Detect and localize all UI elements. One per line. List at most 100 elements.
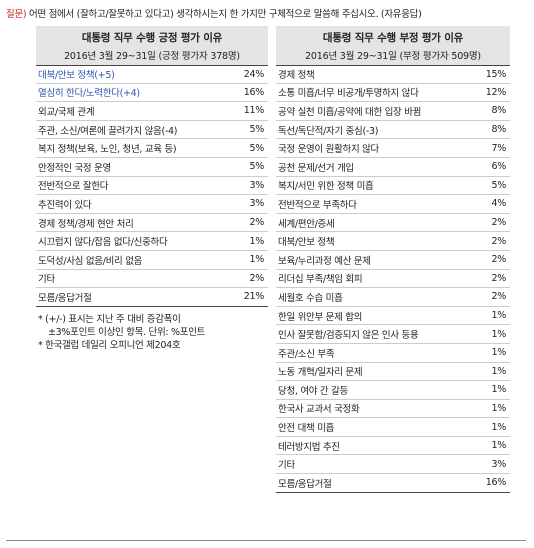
negative-table: 경제 정책 15% 소통 미흡/너무 비공개/투명하지 않다 12% 공약 실천 미흡/…: [276, 65, 510, 493]
table-row: 독선/독단적/자기 중심(-3) 8%: [276, 121, 510, 140]
reason-label: 리더십 부족/책임 회피: [278, 274, 363, 286]
reason-percent: 16%: [485, 477, 507, 489]
reason-percent: 5%: [491, 179, 507, 191]
table-row: 주관/소신 부족 1%: [276, 344, 510, 363]
reason-percent: 1%: [491, 440, 507, 452]
table-row: 기타 2%: [36, 270, 268, 289]
table-row: 한일 위안부 문제 합의 1%: [276, 307, 510, 326]
reason-label: 세월호 수습 미흡: [278, 292, 343, 304]
reason-label: 기타: [38, 274, 55, 286]
reason-percent: 1%: [491, 310, 507, 322]
table-row: 도덕성/사심 없음/비리 없음 1%: [36, 251, 268, 270]
table-row: 시끄럽지 않다/잡음 없다/신중하다 1%: [36, 232, 268, 251]
positive-subtitle: 2016년 3월 29~31일 (긍정 평가자 378명): [64, 51, 240, 62]
reason-percent: 7%: [491, 142, 507, 154]
reason-label: 외교/국제 관계: [38, 106, 95, 118]
negative-reasons-panel: 대통령 직무 수행 부정 평가 이유 2016년 3월 29~31일 (부정 평…: [276, 26, 510, 493]
reason-label: 주관/소신 부족: [278, 348, 335, 360]
reason-percent: 3%: [249, 198, 265, 210]
table-row: 리더십 부족/책임 회피 2%: [276, 270, 510, 289]
reason-percent: 2%: [249, 217, 265, 229]
reason-percent: 12%: [485, 86, 507, 98]
question-label: 질문): [6, 9, 27, 20]
reason-percent: 8%: [491, 124, 507, 136]
reason-percent: 2%: [491, 291, 507, 303]
table-row: 노동 개혁/일자리 문제 1%: [276, 363, 510, 382]
table-row: 소통 미흡/너무 비공개/투명하지 않다 12%: [276, 84, 510, 103]
negative-subtitle: 2016년 3월 29~31일 (부정 평가자 509명): [305, 51, 481, 62]
table-row: 공천 문제/선거 개입 6%: [276, 158, 510, 177]
reason-percent: 21%: [243, 291, 265, 303]
reason-percent: 24%: [243, 68, 265, 80]
reason-percent: 1%: [249, 235, 265, 247]
table-row: 열심히 한다/노력한다(+4) 16%: [36, 84, 268, 103]
table-row: 복지 정책(보육, 노인, 청년, 교육 등) 5%: [36, 139, 268, 158]
positive-header: 대통령 직무 수행 긍정 평가 이유 2016년 3월 29~31일 (긍정 평…: [36, 26, 268, 65]
table-row: 외교/국제 관계 11%: [36, 102, 268, 121]
reason-label: 복지/서민 위한 정책 미흡: [278, 181, 374, 193]
reason-label: 대북/안보 정책: [278, 237, 335, 249]
reason-percent: 4%: [491, 198, 507, 210]
reason-percent: 1%: [491, 421, 507, 433]
table-row: 경제 정책/경제 현안 처리 2%: [36, 214, 268, 233]
reason-percent: 15%: [485, 68, 507, 80]
survey-question: 질문) 어떤 점에서 (잘하고/잘못하고 있다고) 생각하시는지 한 가지만 구…: [6, 6, 530, 20]
table-row: 테러방지법 추진 1%: [276, 437, 510, 456]
reason-label: 주관, 소신/여론에 끌려가지 않음(-4): [38, 125, 178, 137]
table-row: 인사 잘못함/검증되지 않은 인사 등용 1%: [276, 325, 510, 344]
table-row: 한국사 교과서 국정화 1%: [276, 400, 510, 419]
reason-label: 테러방지법 추진: [278, 441, 340, 453]
table-row: 세계/편안/증세 2%: [276, 214, 510, 233]
reason-percent: 2%: [249, 272, 265, 284]
reason-percent: 8%: [491, 105, 507, 117]
reason-label: 보육/누리과정 예산 문제: [278, 255, 371, 267]
reason-percent: 3%: [491, 458, 507, 470]
table-row: 모름/응답거절 21%: [36, 288, 268, 307]
reason-label: 도덕성/사심 없음/비리 없음: [38, 255, 143, 267]
reason-percent: 2%: [491, 235, 507, 247]
reason-label: 열심히 한다/노력한다(+4): [38, 88, 140, 100]
reason-label: 공약 실천 미흡/공약에 대한 입장 바뀜: [278, 106, 422, 118]
negative-header: 대통령 직무 수행 부정 평가 이유 2016년 3월 29~31일 (부정 평…: [276, 26, 510, 65]
table-row: 안전 대책 미흡 1%: [276, 418, 510, 437]
reason-label: 전반적으로 잘한다: [38, 181, 109, 193]
reason-label: 추진력이 있다: [38, 199, 92, 211]
table-row: 보육/누리과정 예산 문제 2%: [276, 251, 510, 270]
table-row: 대북/안보 정책(+5) 24%: [36, 65, 268, 84]
table-row: 국정 운영이 원활하지 않다 7%: [276, 139, 510, 158]
reason-label: 세계/편안/증세: [278, 218, 335, 230]
reason-percent: 16%: [243, 86, 265, 98]
table-row: 복지/서민 위한 정책 미흡 5%: [276, 177, 510, 196]
reason-percent: 1%: [249, 254, 265, 266]
table-row: 세월호 수습 미흡 2%: [276, 288, 510, 307]
reason-label: 소통 미흡/너무 비공개/투명하지 않다: [278, 88, 419, 100]
reason-label: 대북/안보 정책(+5): [38, 70, 115, 82]
negative-title: 대통령 직무 수행 부정 평가 이유: [322, 32, 464, 44]
table-row: 전반적으로 부족하다 4%: [276, 195, 510, 214]
reason-label: 복지 정책(보육, 노인, 청년, 교육 등): [38, 144, 177, 156]
positive-title: 대통령 직무 수행 긍정 평가 이유: [81, 32, 223, 44]
reason-percent: 11%: [243, 105, 265, 117]
reason-percent: 1%: [491, 365, 507, 377]
positive-reasons-panel: 대통령 직무 수행 긍정 평가 이유 2016년 3월 29~31일 (긍정 평…: [36, 26, 268, 352]
table-row: 주관, 소신/여론에 끌려가지 않음(-4) 5%: [36, 121, 268, 140]
reason-label: 노동 개혁/일자리 문제: [278, 367, 363, 379]
table-row: 당청, 여야 간 갈등 1%: [276, 381, 510, 400]
table-row: 모름/응답거절 16%: [276, 474, 510, 493]
reason-label: 한국사 교과서 국정화: [278, 404, 360, 416]
reason-percent: 1%: [491, 402, 507, 414]
table-row: 기타 3%: [276, 455, 510, 475]
reason-label: 독선/독단적/자기 중심(-3): [278, 125, 379, 137]
reason-label: 경제 정책/경제 현안 처리: [38, 218, 134, 230]
footnotes: * (+/-) 표시는 지난 주 대비 증감폭이 ±3%포인트 이상인 항목. …: [36, 313, 268, 352]
reason-label: 시끄럽지 않다/잡음 없다/신중하다: [38, 237, 168, 249]
reason-percent: 6%: [491, 161, 507, 173]
reason-label: 인사 잘못함/검증되지 않은 인사 등용: [278, 330, 419, 342]
reason-label: 한일 위안부 문제 합의: [278, 311, 363, 323]
table-row: 안정적인 국정 운영 5%: [36, 158, 268, 177]
reason-label: 안정적인 국정 운영: [38, 162, 111, 174]
reason-label: 공천 문제/선거 개입: [278, 162, 354, 174]
reason-percent: 1%: [491, 347, 507, 359]
reason-percent: 1%: [491, 384, 507, 396]
reason-percent: 2%: [491, 254, 507, 266]
